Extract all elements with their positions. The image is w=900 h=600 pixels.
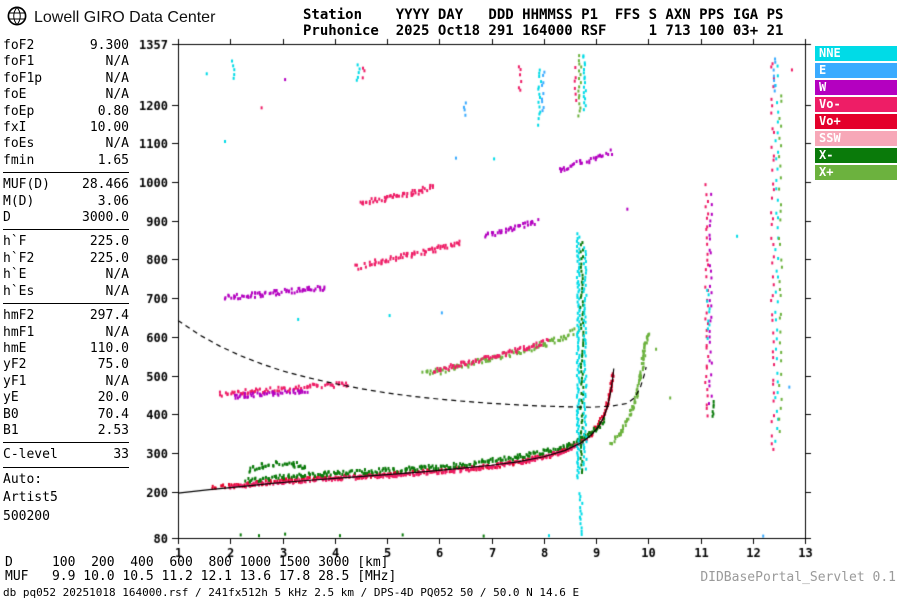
param-label: foEp — [3, 103, 35, 119]
param-label: foF2 — [3, 38, 35, 53]
param-label: hmE — [3, 340, 27, 356]
param-row-hme: hmE 110.0 — [3, 341, 129, 357]
param-row-hf: h`F 225.0 — [3, 234, 129, 250]
muf-row: MUF 9.9 10.0 10.5 11.2 12.1 13.6 17.8 28… — [5, 569, 397, 584]
param-label: fxI — [3, 120, 27, 136]
autoscaler-label: 500200 — [3, 508, 50, 524]
file-info: db pq052 20251018 164000.rsf / 241fx512h… — [3, 586, 580, 599]
param-label: MUF(D) — [3, 177, 50, 193]
param-row-hmf1: hmF1N/A — [3, 325, 129, 341]
legend-item-vominus: Vo- — [815, 97, 897, 112]
param-row-clevel: C-level33 — [3, 447, 129, 463]
legend-item-e: E — [815, 63, 897, 78]
servlet-version: DIDBasePortal_Servlet 0.1 — [700, 570, 896, 585]
param-row-fof1p: foF1pN/A — [3, 71, 129, 87]
param-group-5: C-level33 — [3, 447, 129, 468]
param-row-fof1: foF1N/A — [3, 54, 129, 70]
param-row-yf1: yF1N/A — [3, 374, 129, 390]
param-label: M(D) — [3, 193, 35, 209]
param-label: yF2 — [3, 357, 27, 373]
param-label: yE — [3, 390, 19, 406]
param-label: h`E — [3, 267, 27, 283]
param-label: hmF2 — [3, 308, 35, 324]
legend-item-w: W — [815, 80, 897, 95]
param-label: h`Es — [3, 283, 35, 299]
param-row-foes: foEsN/A — [3, 136, 129, 152]
brand-header: Lowell GIRO Data Center — [6, 5, 215, 31]
param-row-hf2: h`F2 225.0 — [3, 251, 129, 267]
param-value: 3000.0 — [82, 210, 129, 226]
param-value: 28.466 — [82, 177, 129, 193]
param-row-foe: foEN/A — [3, 87, 129, 103]
station-header-row: Station YYYY DAY DDD HHMMSS P1 FFS S AXN… — [303, 7, 784, 23]
legend-item-xplus: X+ — [815, 165, 897, 180]
param-row-he: h`EN/A — [3, 267, 129, 283]
param-group-2: MUF(D) 28.466 M(D) 3.06 D 3000.0 — [3, 177, 129, 231]
param-label: B0 — [3, 406, 19, 422]
param-row-foep: foEp 0.80 — [3, 104, 129, 120]
distance-row: D 100 200 400 600 800 1000 1500 3000 [km… — [5, 555, 389, 570]
param-row-mufd: MUF(D) 28.466 — [3, 177, 129, 193]
param-row-ye: yE 20.0 — [3, 390, 129, 406]
param-label: h`F2 — [3, 250, 35, 266]
param-row-fxi: fxI 10.00 — [3, 120, 129, 136]
param-label: B1 — [3, 422, 19, 438]
legend-item-voplus: Vo+ — [815, 114, 897, 129]
param-row-hmf2: hmF2 297.4 — [3, 308, 129, 324]
app-title: Lowell GIRO Data Center — [34, 9, 216, 26]
param-label: C-level — [3, 447, 58, 463]
legend-item-ssw: SSW — [815, 131, 897, 146]
param-row-fof2: foF2 9.300 — [3, 38, 129, 54]
param-row-yf2: yF2 75.0 — [3, 357, 129, 373]
param-row-b0: B0 70.4 — [3, 407, 129, 423]
param-row-fmin: fmin 1.65 — [3, 153, 129, 169]
param-label: hmF1 — [3, 324, 35, 340]
legend-item-xminus: X- — [815, 148, 897, 163]
param-label: fmin — [3, 152, 35, 168]
param-group-1: foF29.300foF1N/AfoF1pN/AfoEN/AfoEp0.80fx… — [3, 38, 129, 174]
param-row-b1: B1 2.53 — [3, 423, 129, 439]
direction-legend: NNE E W Vo- Vo+ SSW X- X+ — [815, 46, 897, 182]
ionogram-plot — [118, 28, 818, 558]
param-label: h`F — [3, 234, 27, 250]
param-row-hes: h`EsN/A — [3, 284, 129, 300]
giro-logo-icon — [6, 5, 28, 31]
ionogram-canvas — [118, 28, 818, 558]
parameter-panel: foF29.300foF1N/AfoF1pN/AfoEN/AfoEp0.80fx… — [3, 38, 129, 525]
param-row-d: D 3000.0 — [3, 210, 129, 226]
param-label: foF1 — [3, 54, 35, 70]
param-label: yF1 — [3, 373, 27, 389]
param-label: D — [3, 210, 11, 226]
autoscaler-label: Artist5 — [3, 490, 58, 506]
legend-item-nne: NNE — [815, 46, 897, 61]
autoscaler-label: Auto: — [3, 471, 43, 487]
param-label: foE — [3, 87, 27, 103]
param-label: foEs — [3, 136, 35, 152]
param-group-4: hmF2297.4hmF1N/AhmE110.0yF275.0yF1N/AyE2… — [3, 308, 129, 444]
param-row-md: M(D) 3.06 — [3, 194, 129, 210]
param-label: foF1p — [3, 70, 43, 86]
